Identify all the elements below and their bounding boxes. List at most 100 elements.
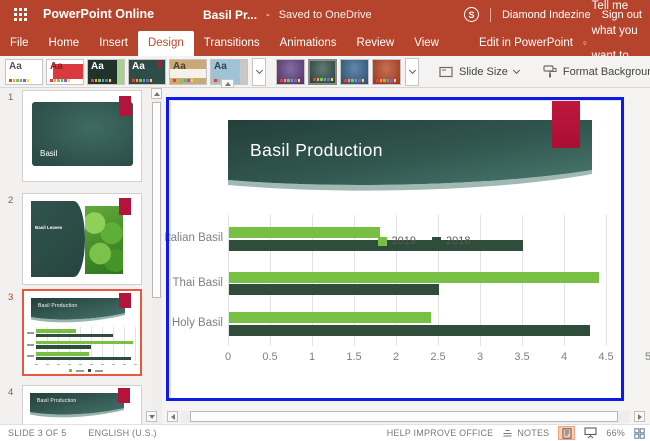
slide-red-ribbon[interactable] — [552, 101, 580, 148]
mini-tick-mark — [123, 364, 126, 366]
tab-home[interactable]: Home — [39, 31, 90, 56]
horizontal-scrollbar[interactable] — [181, 411, 630, 423]
mini-category-label — [27, 355, 34, 357]
tab-view[interactable]: View — [404, 31, 449, 56]
slide2-red-ribbon — [119, 198, 131, 215]
x-axis-tick-label: 0 — [225, 351, 231, 363]
panel-scroll-up-button[interactable] — [151, 88, 162, 99]
variant-thumbnail-purple[interactable] — [276, 59, 305, 85]
bar-2018-holy-basil[interactable] — [229, 325, 590, 336]
slideshow-view-button[interactable] — [584, 427, 597, 439]
slide-panel-scrollbar[interactable] — [151, 88, 162, 424]
slide-thumbnail-4[interactable]: Basil Production — [22, 385, 142, 424]
ribbon-collapse-button[interactable] — [221, 79, 234, 88]
panel-scroll-down-button[interactable] — [146, 411, 157, 422]
theme-aa-label: Aa — [214, 61, 227, 72]
help-improve-office-link[interactable]: HELP IMPROVE OFFICE — [387, 428, 494, 438]
tab-file[interactable]: File — [0, 31, 39, 56]
hscroll-right-button[interactable] — [634, 411, 645, 422]
variant-gallery-dropdown[interactable] — [405, 58, 419, 86]
app-launcher-waffle-icon[interactable] — [14, 8, 27, 26]
app-name[interactable]: PowerPoint Online — [43, 7, 154, 21]
language-selector[interactable]: ENGLISH (U.S.) — [88, 428, 156, 438]
fit-to-window-icon — [634, 428, 645, 439]
theme-color-dots — [50, 79, 70, 82]
format-background-button[interactable]: Format Background — [535, 59, 650, 85]
tab-insert[interactable]: Insert — [89, 31, 138, 56]
tab-review[interactable]: Review — [347, 31, 405, 56]
ribbon-tab-row: FileHomeInsertDesignTransitionsAnimation… — [0, 29, 650, 56]
edit-in-powerpoint-button[interactable]: Edit in PowerPoint — [469, 31, 583, 56]
bar-2019-thai-basil[interactable] — [229, 272, 599, 283]
theme-thumbnail-dark-teal[interactable]: Aa — [128, 59, 166, 85]
theme-aa-label: Aa — [9, 61, 22, 72]
mini-bar — [36, 357, 131, 361]
bar-2019-holy-basil[interactable] — [229, 312, 431, 323]
mini-tick-mark — [79, 364, 82, 366]
slide-thumbnail-1[interactable]: Basil — [22, 90, 142, 182]
mini-legend-swatch — [88, 369, 91, 372]
slide4-red-ribbon — [118, 388, 130, 403]
x-axis-tick-label: 5 — [645, 351, 650, 363]
theme-thumbnail-white[interactable]: Aa — [5, 59, 43, 85]
document-name[interactable]: Basil Pr... — [203, 8, 257, 22]
slide2-teal-panel: Basil Leaves — [31, 201, 85, 277]
chevron-down-icon — [513, 66, 520, 73]
format-background-label: Format Background — [563, 66, 650, 78]
theme-thumbnail-wood[interactable]: Aa — [169, 59, 207, 85]
panel-scrollbar-thumb[interactable] — [152, 102, 161, 298]
variant-thumbnail-orange-red[interactable] — [372, 59, 401, 85]
lightbulb-icon — [583, 36, 587, 51]
theme-aa-label: Aa — [50, 61, 63, 72]
legend-swatch — [432, 237, 441, 246]
legend-item-2019[interactable]: 2019 — [378, 235, 416, 247]
x-axis-tick-label: 3.5 — [514, 351, 529, 363]
theme-color-dots — [132, 79, 152, 82]
tab-animations[interactable]: Animations — [270, 31, 347, 56]
design-ribbon: AaAaAaAaAaAa Slide Size Format Backgroun… — [0, 56, 650, 88]
variant-thumbnail-teal[interactable] — [308, 59, 337, 85]
theme-color-dots — [91, 79, 111, 82]
workspace: 1 Basil 2 Basil Leaves 3 — [0, 88, 650, 424]
mini-legend-label — [95, 370, 103, 372]
triangle-up-icon — [225, 82, 231, 86]
chevron-down-icon — [408, 66, 415, 73]
x-axis-tick-label: 1.5 — [346, 351, 361, 363]
theme-gallery-dropdown[interactable] — [252, 58, 266, 86]
statusbar-right: HELP IMPROVE OFFICE NOTES 66% — [387, 426, 645, 440]
tab-design[interactable]: Design — [138, 31, 194, 56]
notes-button[interactable]: NOTES — [502, 428, 549, 439]
theme-color-dots — [313, 78, 333, 81]
category-label: Thai Basil — [113, 277, 223, 289]
theme-thumbnail-red-banner[interactable]: Aa — [46, 59, 84, 85]
slide-number-2: 2 — [8, 195, 20, 206]
mini-tick-mark — [57, 364, 60, 366]
skype-icon[interactable]: S — [464, 7, 479, 22]
tell-me-box[interactable]: Tell me what you want to do — [583, 31, 640, 56]
mini-bar — [36, 341, 133, 345]
hscroll-thumb[interactable] — [190, 411, 618, 422]
legend-item-2018[interactable]: 2018 — [432, 235, 470, 247]
editing-view-button[interactable] — [558, 426, 575, 440]
hscroll-left-button[interactable] — [167, 411, 178, 422]
variant-thumbnail-blue[interactable] — [340, 59, 369, 85]
theme-color-dots — [173, 79, 193, 82]
theme-color-dots — [280, 79, 300, 82]
slide-title-text[interactable]: Basil Production — [250, 140, 383, 161]
bar-2018-thai-basil[interactable] — [229, 284, 439, 295]
variant-gallery — [276, 59, 404, 85]
zoom-level[interactable]: 66% — [606, 428, 625, 438]
mini-bar — [36, 329, 76, 333]
tab-transitions[interactable]: Transitions — [194, 31, 270, 56]
notes-label: NOTES — [517, 428, 549, 438]
theme-thumbnail-dark-green[interactable]: Aa — [87, 59, 125, 85]
slide-thumbnail-3[interactable]: Basil Production — [22, 289, 142, 376]
statusbar-left: SLIDE 3 OF 5 ENGLISH (U.S.) — [8, 428, 157, 438]
slide-size-button[interactable]: Slide Size — [431, 59, 527, 85]
slide-size-label: Slide Size — [459, 66, 508, 78]
user-name[interactable]: Diamond Indezine — [502, 9, 591, 21]
format-background-icon — [543, 65, 557, 78]
slide3-mini-chart — [36, 327, 136, 361]
fit-slide-to-window-button[interactable] — [634, 428, 645, 439]
x-axis-tick-label: 4 — [561, 351, 567, 363]
